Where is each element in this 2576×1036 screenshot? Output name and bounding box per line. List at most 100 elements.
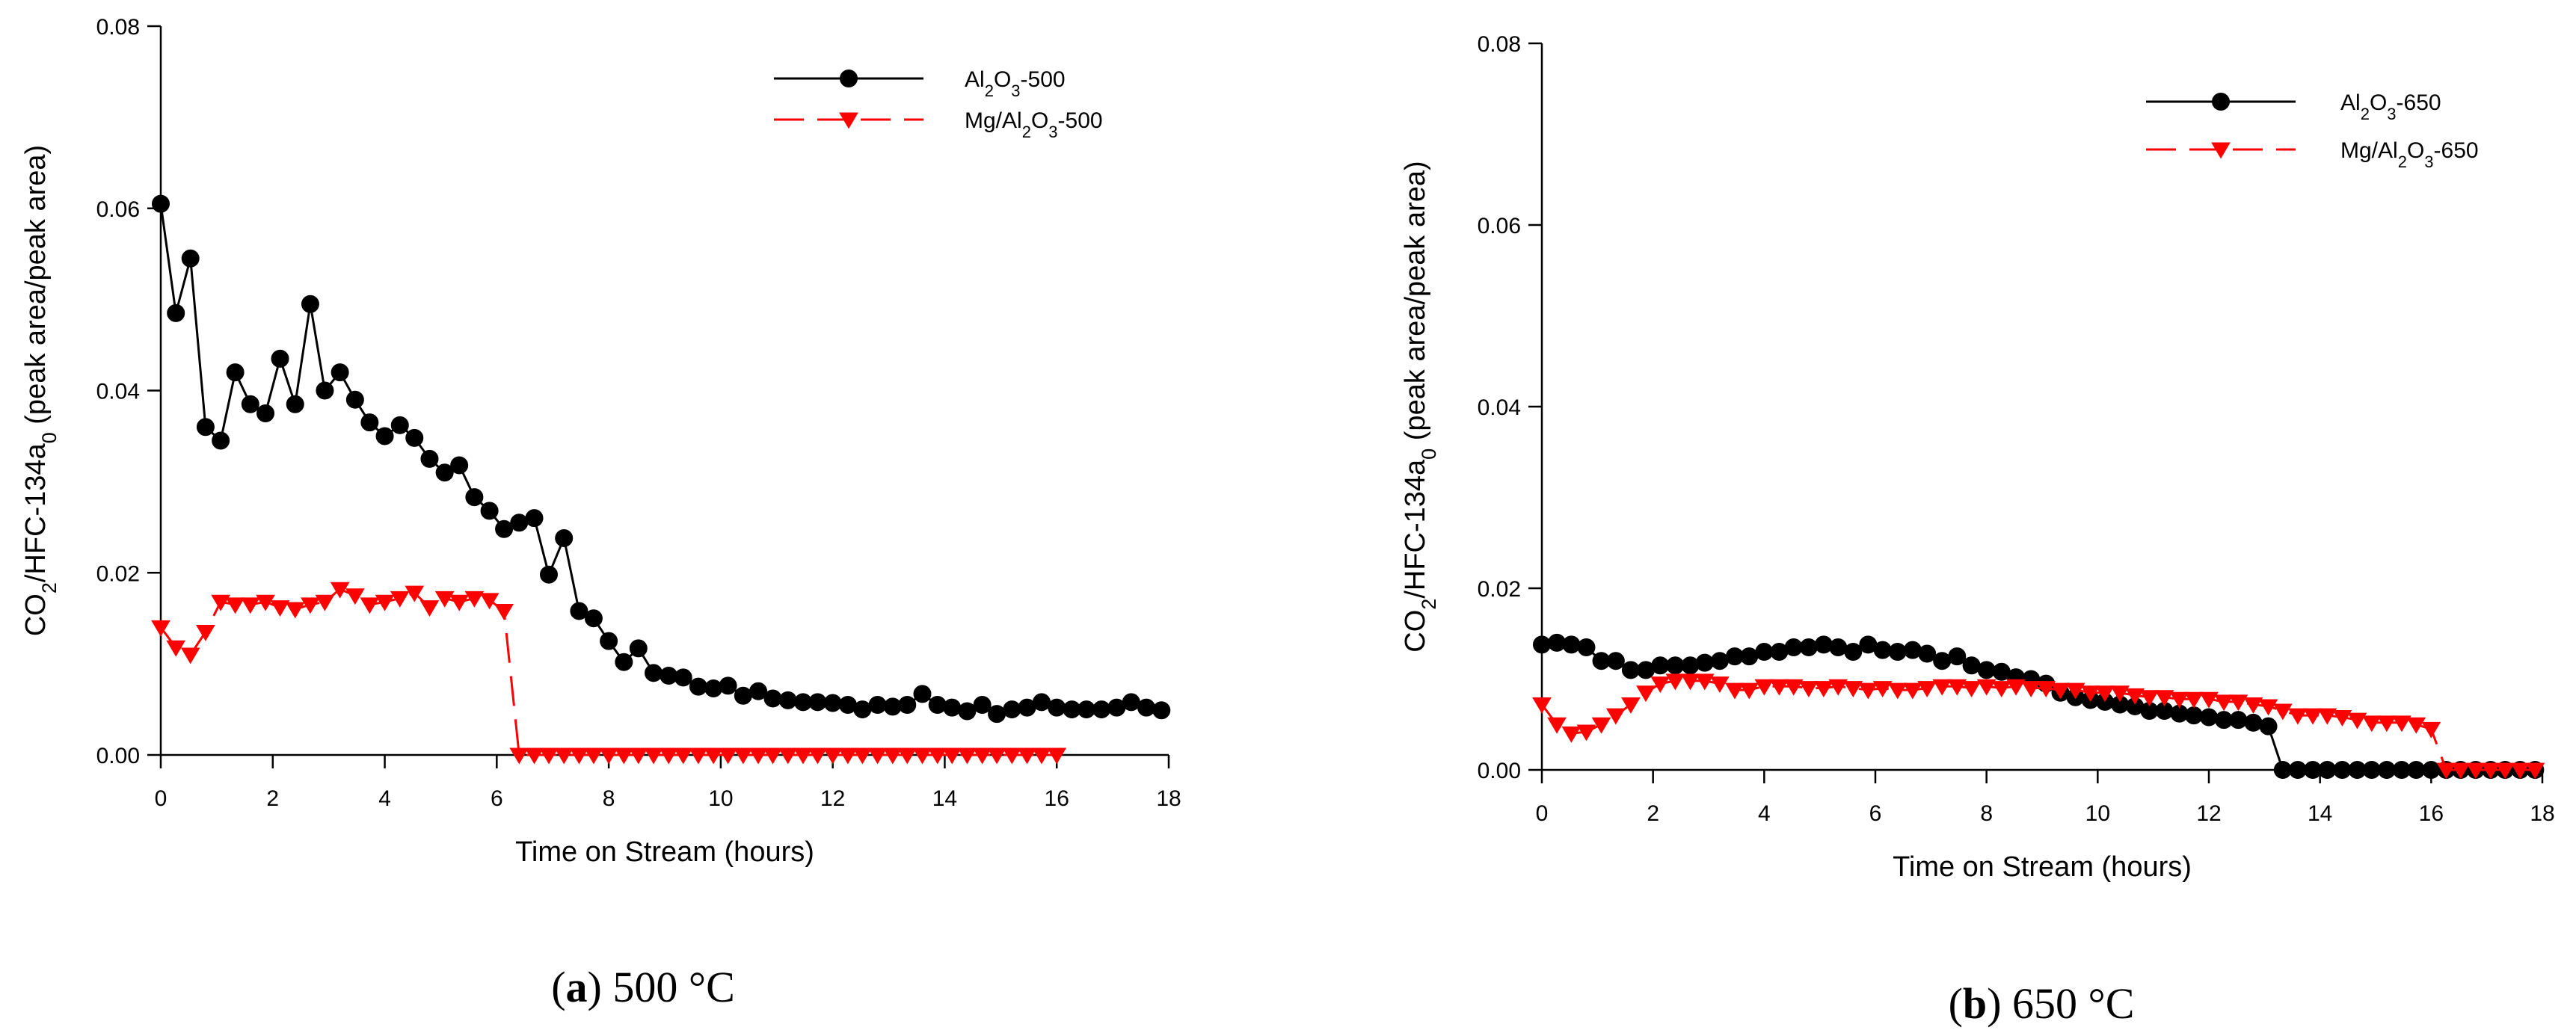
data-point	[1532, 697, 1552, 714]
data-point	[2036, 681, 2056, 698]
data-point	[2214, 694, 2234, 712]
data-point	[659, 747, 679, 765]
data-point	[763, 747, 783, 765]
data-point	[2110, 685, 2130, 703]
x-tick-label: 8	[603, 786, 615, 811]
data-point	[301, 295, 319, 313]
data-point	[1694, 673, 1715, 691]
data-point	[1533, 635, 1551, 654]
data-point	[808, 747, 828, 765]
data-point	[2184, 706, 2203, 725]
data-point	[1710, 652, 1729, 670]
chart-panel-b: 0 2 4 6 8 10 12 14 16 18 0.00 0.02 0.04 0.06 0.08 Time …	[1400, 32, 2555, 1028]
data-point	[599, 747, 618, 765]
data-point	[719, 676, 737, 695]
caption-paren-open: (	[1949, 979, 1963, 1028]
data-point	[852, 747, 873, 765]
data-point	[2199, 691, 2219, 709]
y-tick-label: 0.00	[96, 744, 140, 768]
data-point	[2021, 681, 2041, 698]
data-point	[1888, 643, 1907, 662]
data-point	[256, 404, 275, 422]
x-tick-label: 6	[1869, 801, 1882, 826]
caption-paren-open: (	[551, 963, 565, 1011]
data-point	[375, 594, 395, 611]
data-point	[2376, 715, 2397, 733]
data-point	[1092, 700, 1111, 719]
series-0	[152, 194, 1171, 724]
data-point	[629, 639, 648, 658]
data-point	[1032, 747, 1051, 765]
data-point	[315, 594, 335, 611]
x-tick-label: 8	[1980, 801, 1993, 826]
data-point	[2450, 762, 2471, 780]
data-point	[152, 194, 170, 213]
x-tick-label: 4	[378, 786, 391, 811]
data-point	[555, 528, 574, 547]
legend-label-part: 2	[2398, 152, 2407, 171]
y-axis-label-part: /HFC-134a	[20, 443, 52, 582]
data-point	[1003, 700, 1021, 719]
data-point	[509, 747, 529, 765]
caption-panel-label: a	[566, 963, 588, 1011]
data-point	[480, 502, 499, 520]
data-point	[1002, 747, 1022, 765]
data-point	[2169, 691, 2189, 709]
legend-label-part: 2	[1022, 123, 1031, 141]
x-tick-label: 4	[1758, 801, 1771, 826]
data-point	[1636, 685, 1656, 703]
data-point	[1621, 697, 1641, 714]
data-point	[2525, 762, 2545, 780]
data-point	[2288, 761, 2307, 779]
legend-label-part: 3	[1048, 123, 1057, 141]
y-tick-label: 0.08	[1478, 32, 1521, 57]
data-point	[151, 620, 170, 637]
data-point	[1740, 647, 1759, 666]
y-axis-label: CO2/HFC-134a0 (peak area/peak area)	[1400, 161, 1440, 652]
data-point	[1769, 679, 1789, 696]
data-point	[2229, 711, 2248, 730]
data-point	[286, 395, 304, 413]
x-tick-label: 0	[155, 786, 167, 811]
y-tick-label: 0.06	[1478, 214, 1521, 238]
data-point	[2273, 761, 2292, 779]
data-point	[943, 698, 962, 717]
data-point	[2154, 690, 2174, 707]
data-point	[2303, 708, 2323, 725]
data-point	[1917, 681, 1937, 698]
legend-label-part: O	[994, 67, 1011, 92]
data-point	[584, 609, 603, 628]
y-axis-label-part: (peak area/peak area)	[20, 145, 52, 432]
y-axis-label-part: 0	[1418, 448, 1440, 460]
legend-label-part: O	[2407, 138, 2424, 163]
data-point	[628, 747, 648, 765]
data-point	[2407, 761, 2426, 779]
legend-label-part: 3	[1011, 81, 1020, 100]
x-tick-label: 14	[2308, 801, 2332, 826]
data-point	[584, 747, 603, 765]
data-point	[2228, 694, 2248, 712]
data-point	[2480, 762, 2500, 780]
legend-label-part: -650	[2434, 138, 2479, 163]
caption-paren-close: )	[1987, 979, 2012, 1028]
data-point	[2318, 761, 2337, 779]
data-point	[479, 593, 499, 610]
data-point	[435, 463, 454, 482]
data-point	[957, 747, 977, 765]
data-point	[1799, 638, 1818, 656]
data-point	[2421, 721, 2441, 739]
data-point	[838, 747, 858, 765]
x-axis-label: Time on Stream (hours)	[1893, 851, 2192, 883]
y-axis-label: CO2/HFC-134a0 (peak area/peak area)	[20, 145, 61, 636]
data-point	[1709, 676, 1730, 693]
data-point	[645, 664, 663, 682]
data-point	[927, 747, 947, 765]
data-point	[615, 653, 633, 671]
data-point	[405, 585, 425, 602]
data-point	[390, 416, 409, 434]
data-point	[240, 597, 260, 614]
data-point	[524, 747, 544, 765]
data-point	[2392, 715, 2411, 733]
data-point	[271, 349, 289, 368]
data-point	[2080, 685, 2100, 703]
